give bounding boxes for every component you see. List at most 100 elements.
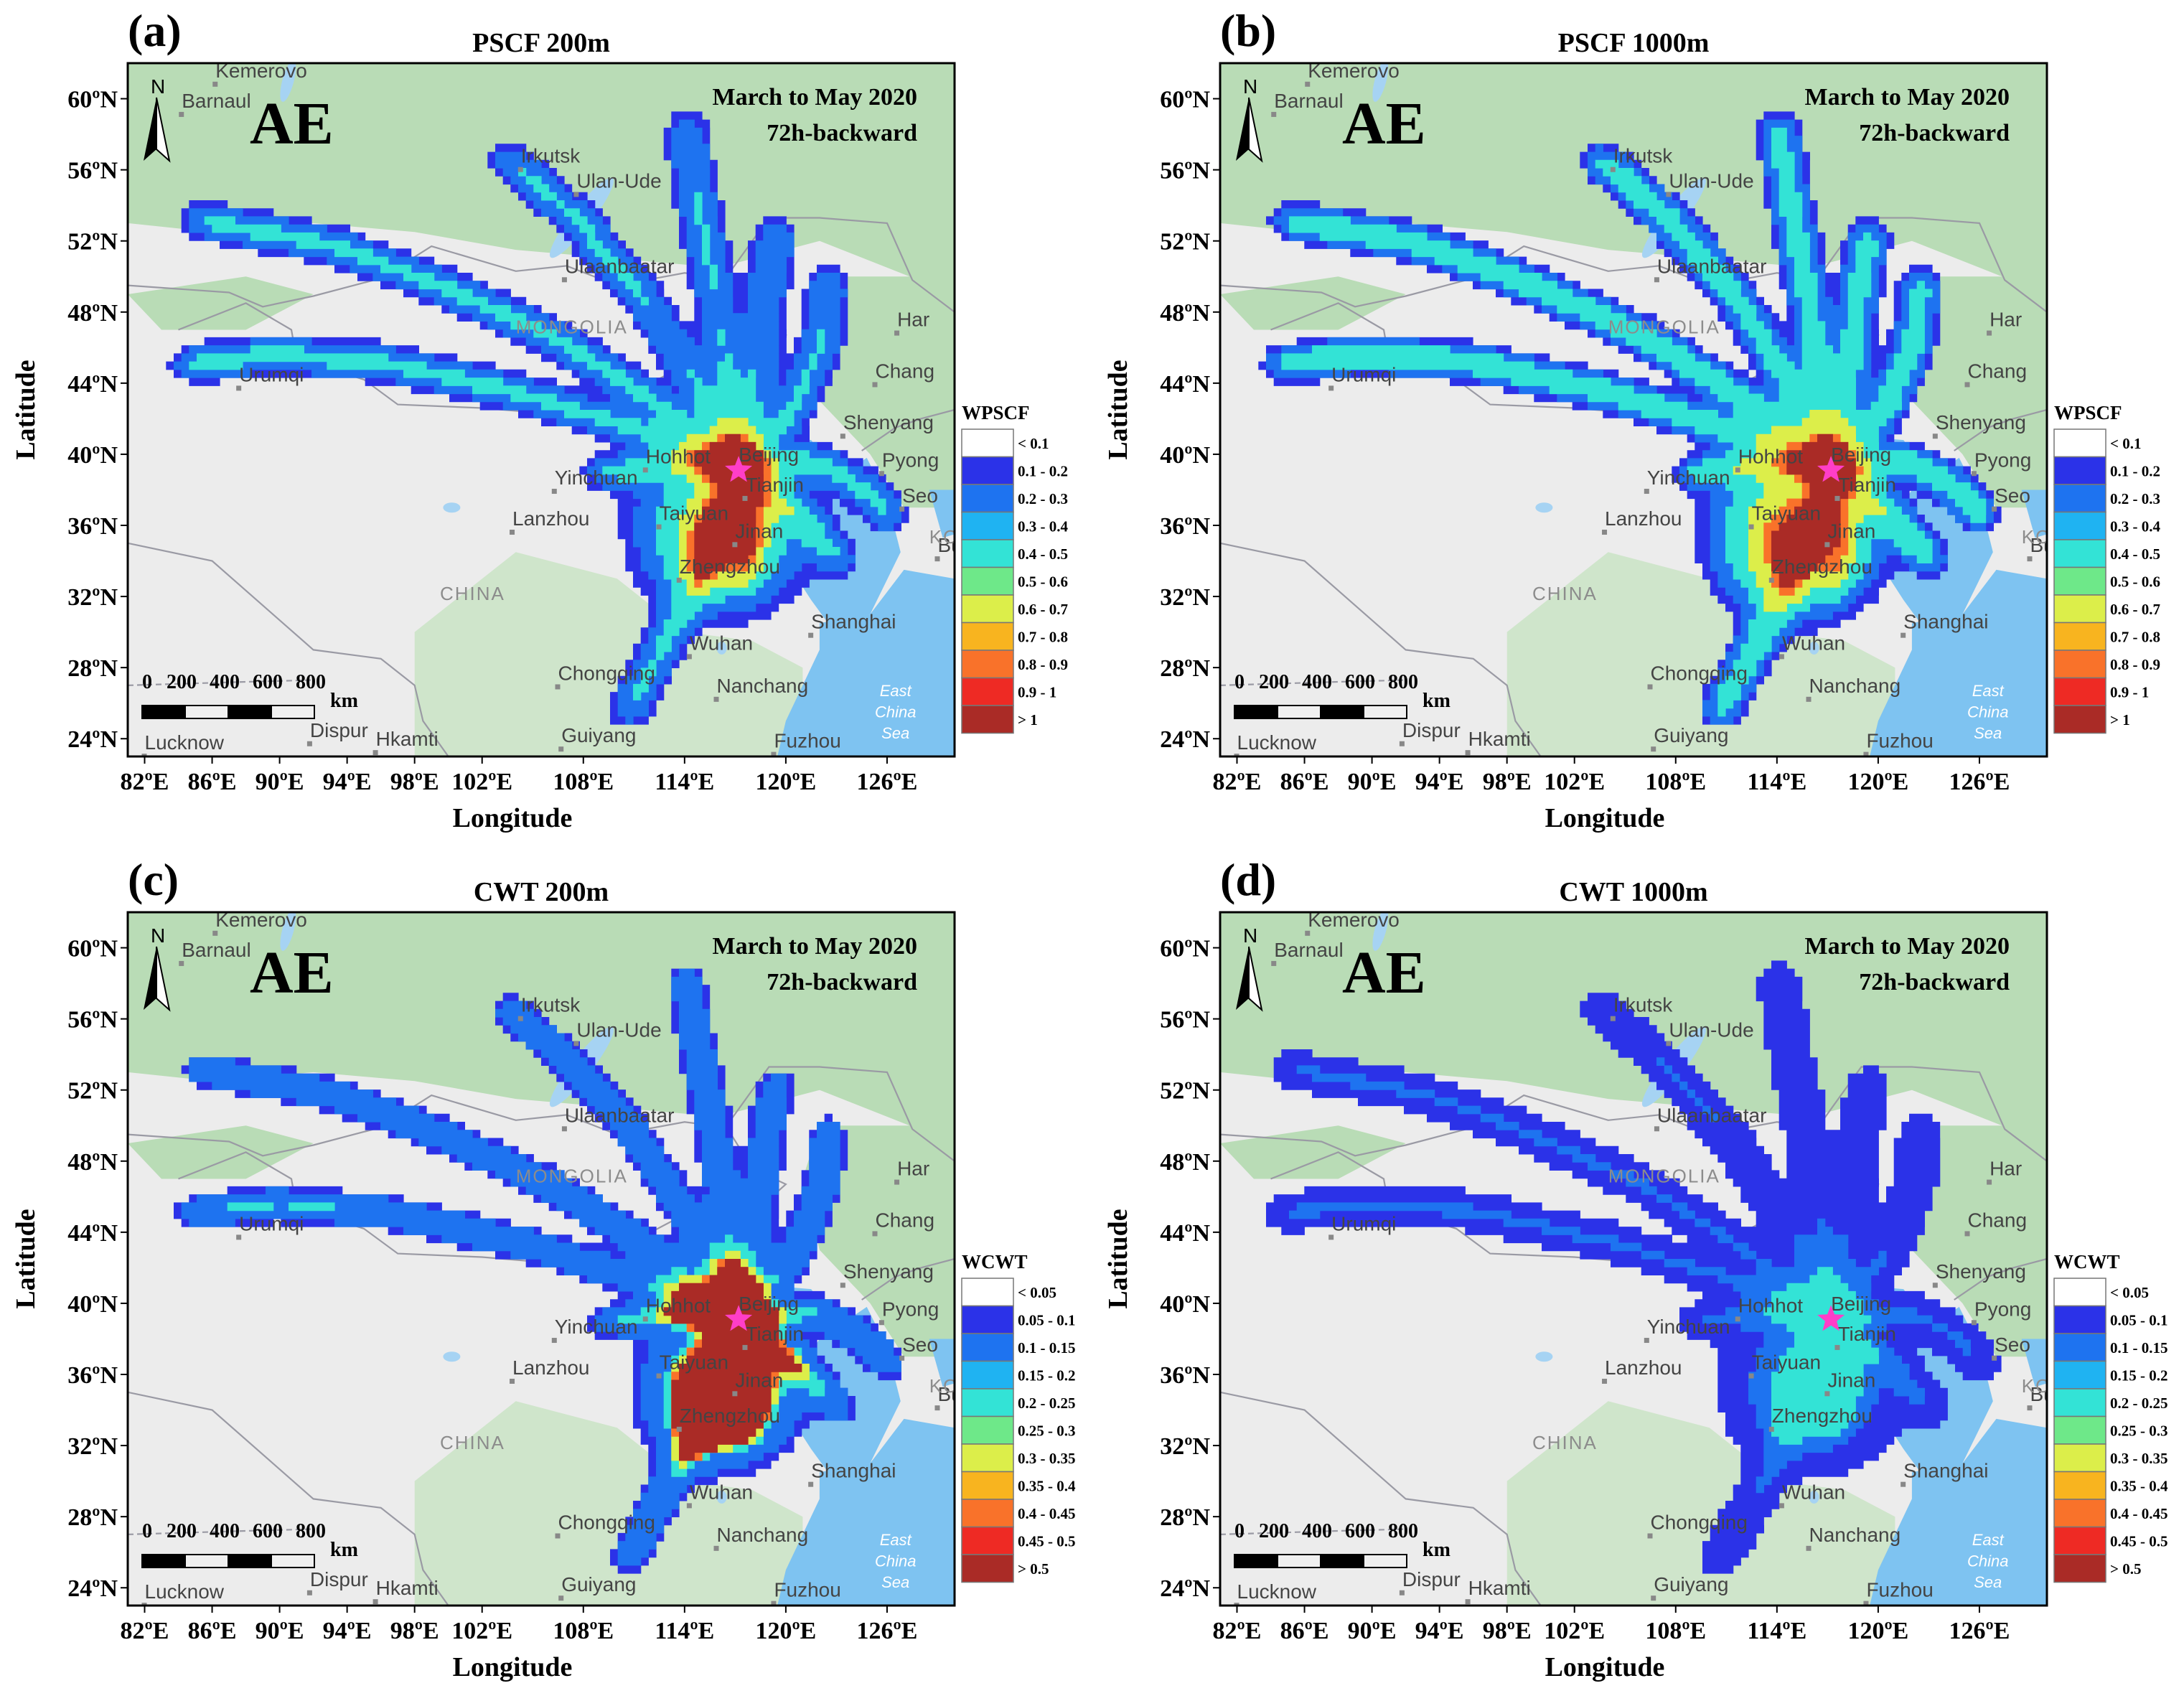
scale-tick-label: 600 bbox=[253, 1520, 283, 1542]
north-arrow-icon-half bbox=[1248, 97, 1263, 163]
east-china-sea bbox=[777, 1418, 955, 1606]
city-label: Lucknow bbox=[145, 1580, 225, 1603]
y-tick-label: 60ºN bbox=[1160, 87, 1210, 113]
x-tick-label: 90ºE bbox=[1348, 769, 1397, 795]
scale-tick-label: 800 bbox=[296, 671, 326, 693]
scale-tick-label: 600 bbox=[1345, 1520, 1375, 1542]
city-label: Shanghai bbox=[811, 611, 896, 633]
river-lake bbox=[1372, 912, 1389, 951]
city-label: Lucknow bbox=[1237, 731, 1317, 754]
x-tick-label: 102ºE bbox=[1544, 1618, 1605, 1644]
x-tick-label: 82ºE bbox=[1213, 1618, 1262, 1644]
legend-item-label: 0.9 - 1 bbox=[1018, 684, 1056, 701]
city-label: Jinan bbox=[735, 520, 783, 542]
city-label: Busan bbox=[2030, 534, 2086, 556]
lake-qinghai bbox=[1535, 502, 1553, 513]
city-marker bbox=[686, 1503, 692, 1509]
legend-swatch bbox=[961, 539, 1014, 568]
city-label: Chang bbox=[876, 1209, 935, 1231]
x-axis-label: Longitude bbox=[1545, 803, 1665, 833]
legend-item-label: 0.2 - 0.3 bbox=[1018, 490, 1068, 507]
star-icon bbox=[1817, 456, 1845, 482]
x-tick-label: 102ºE bbox=[451, 1618, 512, 1644]
city-marker bbox=[510, 530, 515, 535]
city-label: Guiyang bbox=[1654, 1573, 1728, 1595]
city-marker bbox=[1768, 1426, 1774, 1432]
city-label: Irkutsk bbox=[1613, 145, 1673, 167]
lake-qinghai bbox=[443, 1351, 461, 1362]
x-tick-label: 98ºE bbox=[390, 1618, 439, 1644]
city-marker bbox=[1651, 746, 1656, 752]
country-label: KOREA bbox=[929, 526, 1002, 548]
y-axis-label: Latitude bbox=[1103, 360, 1133, 459]
city-label: Hkamti bbox=[1468, 728, 1531, 750]
city-marker bbox=[1768, 577, 1774, 583]
legend-item-label: 0.8 - 0.9 bbox=[1018, 656, 1068, 673]
panel-letter: (a) bbox=[128, 5, 182, 56]
legend-item-label: > 1 bbox=[2110, 711, 2130, 728]
legend-item-label: < 0.05 bbox=[2110, 1284, 2149, 1301]
city-marker bbox=[1778, 1503, 1784, 1509]
panel-title: CWT 200m bbox=[474, 877, 609, 907]
x-tick-label: 86ºE bbox=[1280, 769, 1329, 795]
scale-bar-segment bbox=[1320, 1554, 1364, 1568]
city-marker bbox=[1806, 696, 1812, 702]
city-label: Chongqing bbox=[558, 1511, 655, 1533]
legend-swatch bbox=[961, 1388, 1014, 1418]
country-label: CHINA bbox=[1532, 1432, 1598, 1453]
north-arrow-icon-half bbox=[1248, 946, 1263, 1012]
y-tick-label: 40ºN bbox=[1160, 1291, 1210, 1318]
y-tick-label: 28ºN bbox=[67, 1504, 118, 1531]
city-label: Guiyang bbox=[561, 1573, 636, 1595]
city-marker bbox=[573, 192, 579, 197]
legend-title: WCWT bbox=[2054, 1251, 2120, 1273]
sea-label: China bbox=[875, 1552, 916, 1570]
legend-item-label: < 0.1 bbox=[1018, 435, 1049, 452]
legend-title: WCWT bbox=[962, 1251, 1028, 1273]
city-label: Beijing bbox=[739, 1293, 799, 1315]
forest-area-south bbox=[1506, 552, 1895, 756]
x-tick-label: 126ºE bbox=[857, 1618, 918, 1644]
city-marker bbox=[141, 1603, 147, 1606]
city-label: Zhengzhou bbox=[680, 556, 780, 578]
concentration-field bbox=[166, 111, 909, 725]
city-marker bbox=[894, 330, 900, 336]
y-tick-label: 24ºN bbox=[1160, 1575, 1210, 1602]
legend-item-label: > 1 bbox=[1018, 711, 1038, 728]
star-icon bbox=[1817, 1305, 1845, 1331]
legend-swatch bbox=[2053, 1415, 2106, 1445]
city-marker bbox=[510, 1379, 515, 1384]
city-label: Wuhan bbox=[1782, 632, 1845, 654]
border-india-nepal bbox=[1220, 1528, 1406, 1535]
city-label: Hohhot bbox=[646, 445, 711, 467]
city-marker bbox=[1399, 741, 1405, 746]
city-marker bbox=[179, 960, 184, 966]
legend-item-label: 0.6 - 0.7 bbox=[1018, 601, 1068, 618]
map-frame bbox=[126, 62, 956, 758]
forest-area-south bbox=[414, 1401, 803, 1606]
y-tick-label: 32ºN bbox=[1160, 584, 1210, 611]
y-tick-label: 56ºN bbox=[67, 1007, 118, 1034]
y-tick-label: 44ºN bbox=[67, 371, 118, 398]
panel-a: (a) PSCF 200m Kemerovo Barnaul IrkutskUlan-U… bbox=[11, 5, 1068, 833]
city-marker bbox=[840, 1283, 845, 1288]
city-label: Chang bbox=[1968, 1209, 2028, 1231]
city-label: Dispur bbox=[310, 1568, 368, 1590]
city-marker bbox=[555, 1533, 561, 1539]
city-marker bbox=[742, 1344, 748, 1350]
city-marker bbox=[1964, 382, 1970, 388]
y-axis-label: Latitude bbox=[11, 360, 41, 459]
sea-label: East bbox=[1972, 1531, 2005, 1549]
legend-swatch bbox=[2053, 456, 2106, 485]
border-china-russia bbox=[726, 1066, 955, 1164]
city-label: Taiyuan bbox=[1752, 502, 1822, 525]
legend-swatch bbox=[2053, 1499, 2106, 1528]
city-marker bbox=[1748, 524, 1754, 530]
x-tick-label: 108ºE bbox=[553, 769, 614, 795]
border-india-nepal bbox=[128, 1528, 314, 1535]
city-label: Barnaul bbox=[182, 90, 251, 112]
border-china-korea bbox=[861, 408, 955, 451]
city-label: Nanchang bbox=[717, 1524, 809, 1546]
site-label: AE bbox=[1342, 939, 1426, 1006]
concentration-field bbox=[174, 968, 902, 1574]
